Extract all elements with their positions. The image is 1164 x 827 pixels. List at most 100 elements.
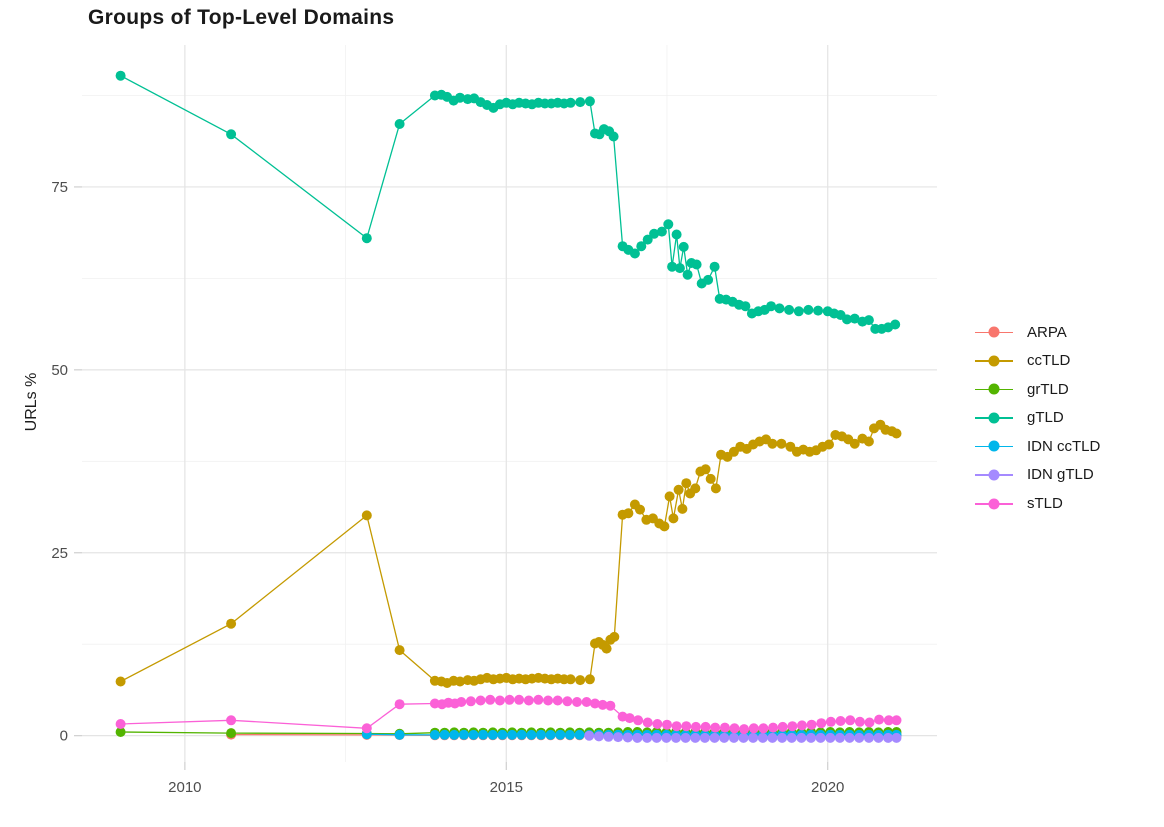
y-tick-label: 50 [51, 362, 68, 379]
x-tick-label: 2015 [490, 779, 523, 796]
data-point [574, 729, 585, 740]
data-point [394, 119, 405, 129]
data-point [681, 721, 692, 732]
legend-key-dot [988, 383, 1000, 395]
data-point [115, 70, 126, 81]
data-point [649, 228, 660, 239]
data-point [632, 732, 643, 743]
legend-item-idn-gtld: IDN gTLD [975, 465, 1100, 485]
data-point [678, 241, 689, 252]
legend-key-icon [975, 497, 1013, 511]
data-point [584, 674, 595, 685]
legend-key-dot [988, 440, 1000, 452]
data-point [455, 92, 465, 103]
data-point [883, 715, 894, 726]
data-point [514, 694, 525, 705]
data-point [873, 732, 884, 743]
data-point [562, 696, 573, 707]
data-point [748, 723, 759, 734]
data-point [543, 695, 554, 706]
legend-key-dot [988, 498, 1000, 510]
data-point [115, 727, 126, 737]
data-point [584, 730, 595, 741]
data-point [891, 715, 902, 726]
data-point [825, 732, 836, 743]
legend-key-icon [975, 354, 1013, 368]
data-point [593, 731, 604, 742]
y-tick-label: 75 [51, 179, 68, 196]
data-point [803, 304, 814, 315]
data-point [766, 301, 777, 312]
data-point [834, 732, 845, 743]
legend-label: sTLD [1027, 495, 1063, 513]
data-point [533, 694, 544, 705]
data-point [226, 618, 237, 629]
data-point [581, 697, 592, 707]
data-point [494, 695, 505, 706]
data-point [757, 732, 768, 743]
data-point [777, 732, 788, 743]
data-point [590, 698, 600, 709]
legend-item-cctld: ccTLD [975, 351, 1100, 371]
data-point [504, 694, 515, 705]
data-point [681, 478, 692, 489]
data-point [536, 729, 546, 740]
data-point [842, 314, 852, 325]
data-point [671, 732, 681, 743]
data-point [890, 319, 901, 330]
data-point [115, 676, 126, 687]
legend-key-icon [975, 411, 1013, 425]
data-point [874, 714, 885, 725]
data-point [565, 97, 576, 108]
data-point [651, 732, 662, 743]
data-point [475, 695, 486, 706]
data-point [863, 315, 874, 326]
data-point [674, 263, 685, 274]
series-stld [115, 694, 902, 735]
legend-key-icon [975, 439, 1013, 453]
data-point [635, 504, 645, 515]
data-point [863, 436, 874, 447]
data-point [719, 722, 730, 733]
data-point [507, 729, 518, 740]
data-point [835, 716, 846, 726]
data-point [668, 513, 679, 524]
data-point [796, 732, 807, 743]
data-point [624, 713, 635, 724]
data-point [728, 732, 739, 743]
data-point [394, 729, 405, 740]
minor-gridlines [82, 45, 937, 762]
legend-key-dot [988, 355, 1000, 367]
data-point [468, 729, 479, 740]
data-point [671, 721, 682, 732]
data-point [690, 732, 701, 743]
data-point [226, 715, 237, 726]
data-point [575, 97, 586, 108]
data-point [575, 675, 586, 686]
data-point [555, 729, 566, 740]
data-point [465, 696, 476, 707]
data-point [661, 732, 672, 743]
data-point [784, 304, 795, 315]
x-tick-label: 2020 [811, 779, 844, 796]
data-point [786, 732, 797, 743]
data-point [774, 303, 785, 314]
data-point [700, 464, 711, 475]
data-point [478, 729, 489, 740]
data-point [226, 728, 237, 739]
data-point [584, 96, 595, 107]
data-point [690, 721, 701, 732]
data-point [776, 438, 787, 449]
data-point [485, 694, 496, 705]
legend-item-stld: sTLD [975, 494, 1100, 514]
data-point [456, 697, 467, 707]
data-point [667, 261, 678, 272]
data-point [361, 510, 372, 521]
data-point [656, 226, 667, 237]
data-point [883, 732, 894, 743]
data-point [758, 723, 769, 734]
data-point [864, 717, 875, 728]
data-point [690, 483, 701, 494]
